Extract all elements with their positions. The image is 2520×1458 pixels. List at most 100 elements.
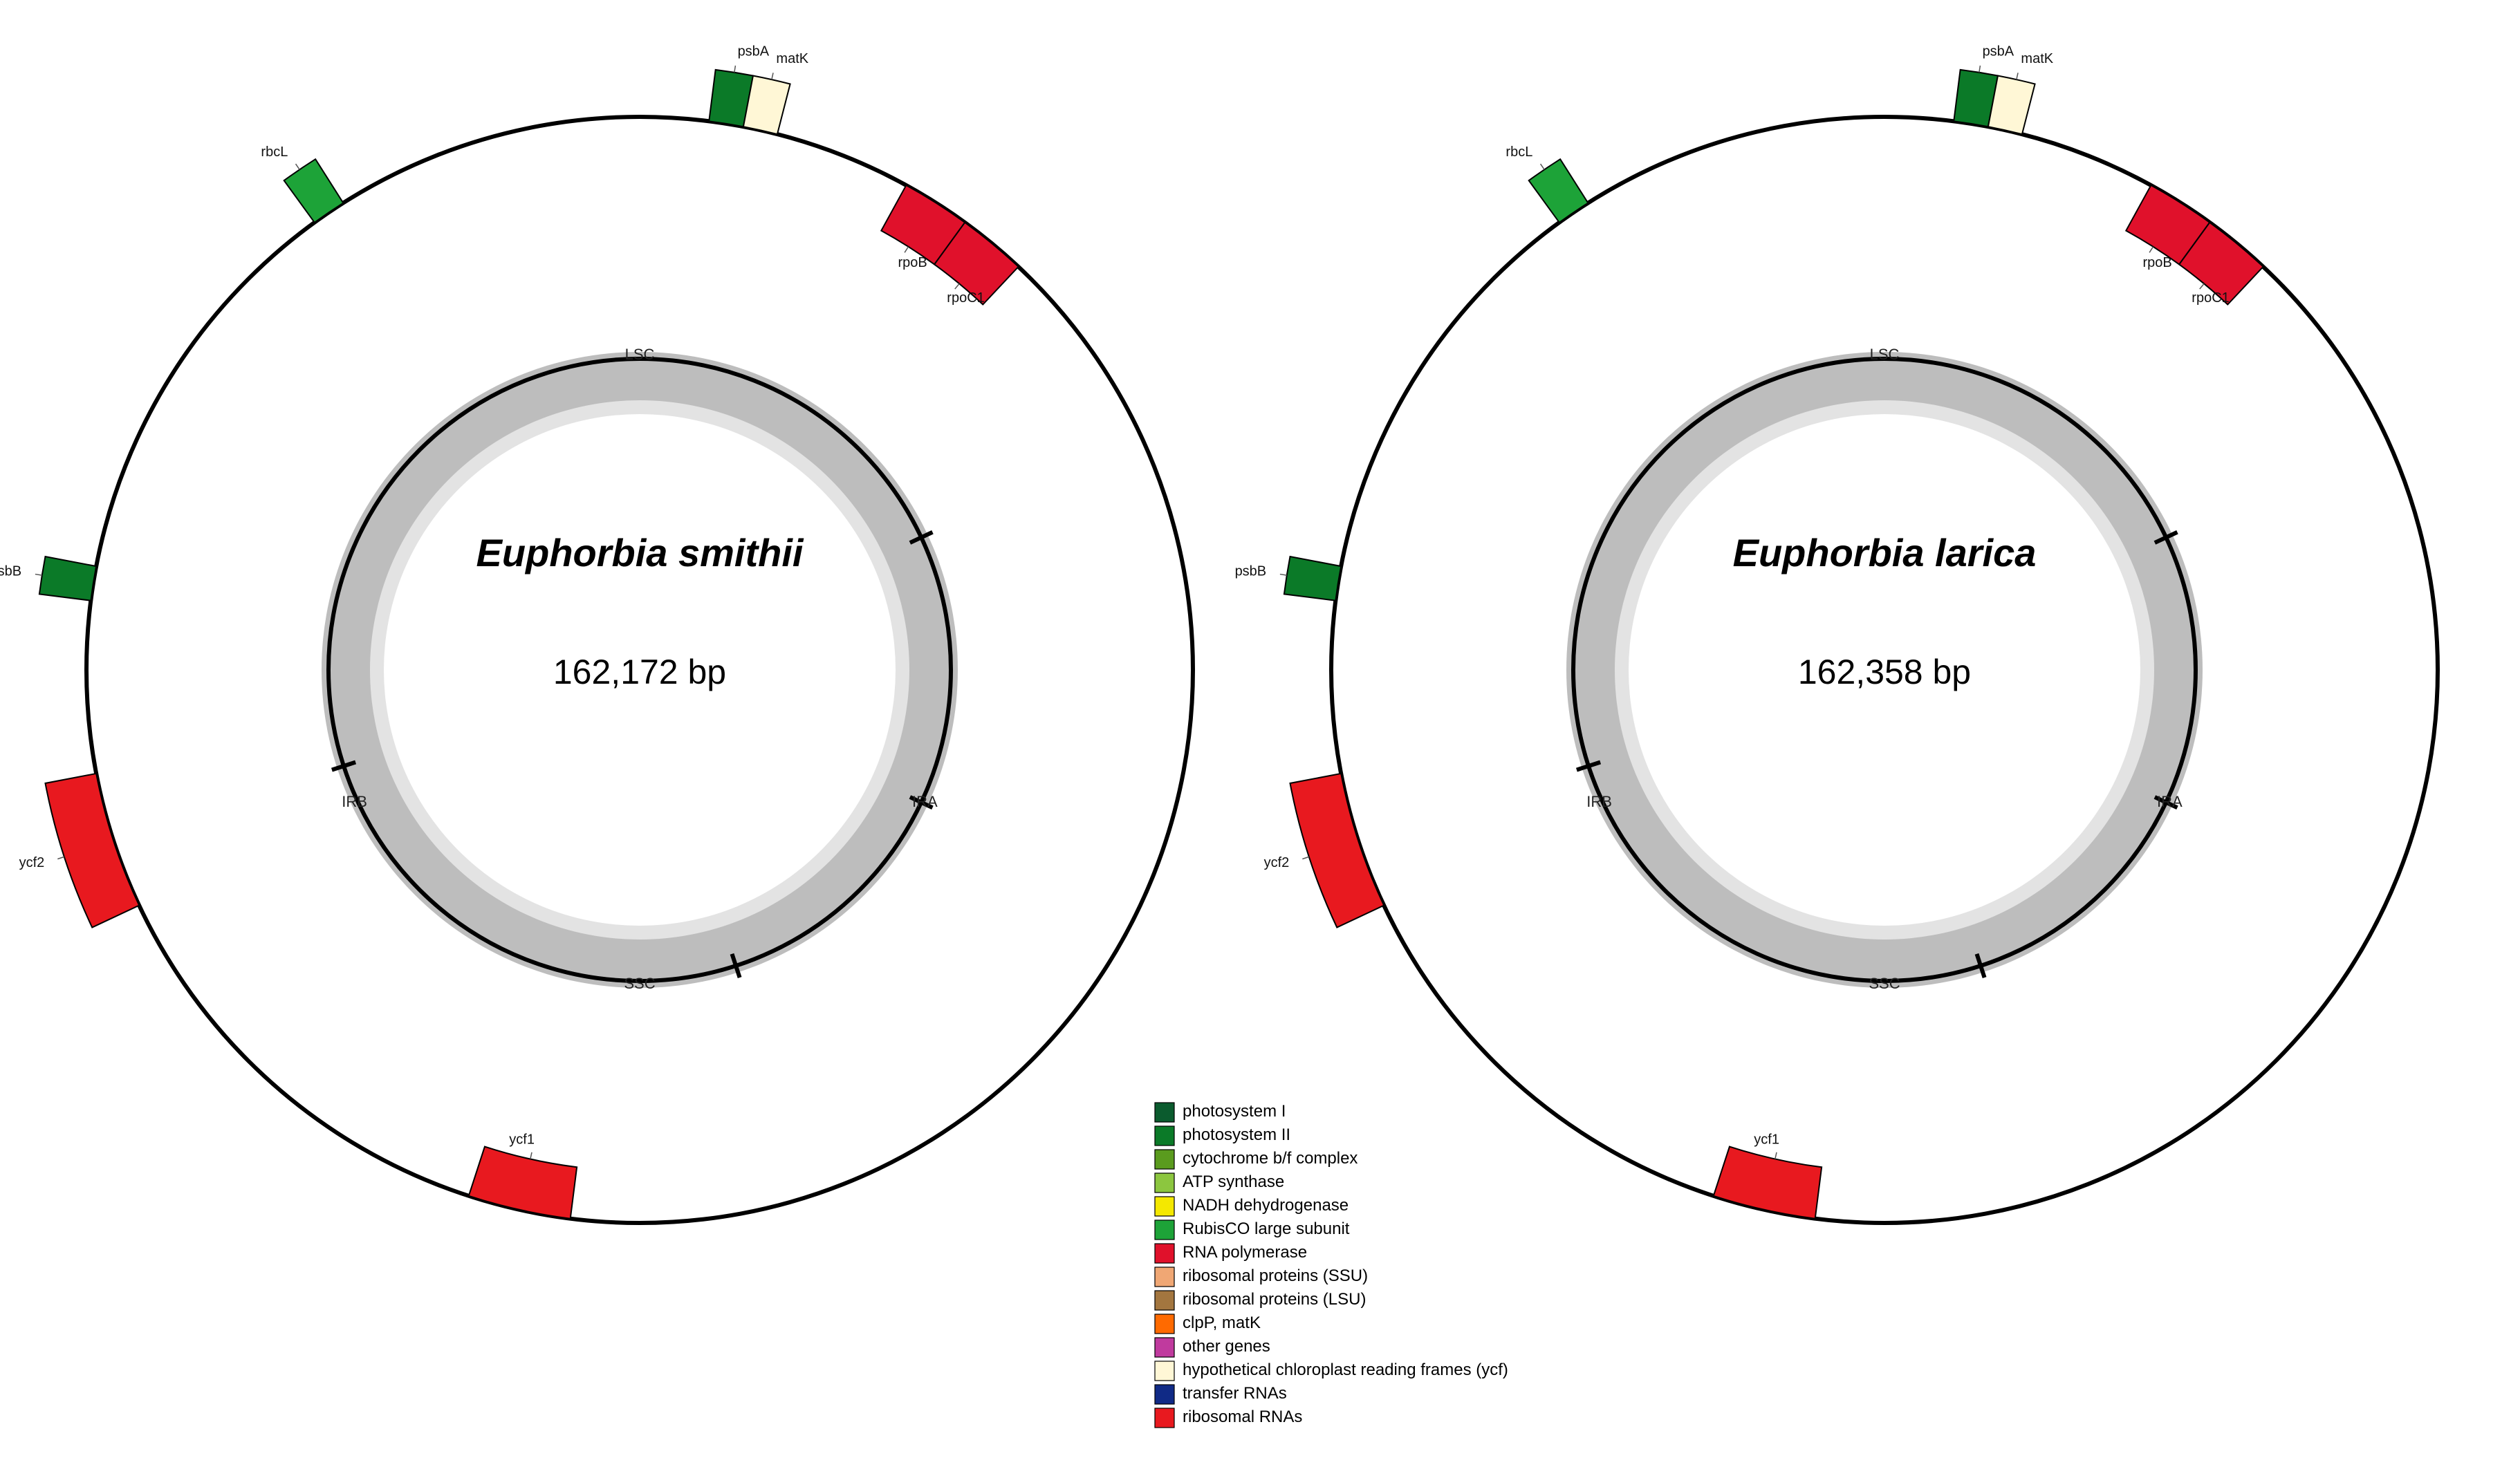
legend-swatch <box>1154 1102 1175 1123</box>
region-ssc: SSC <box>624 975 655 992</box>
legend-label: RubisCO large subunit <box>1183 1219 1350 1238</box>
gene-leader-psbB <box>35 573 42 576</box>
gene-label-rpoB: rpoB <box>898 255 927 270</box>
region-circle <box>326 357 953 983</box>
species-title: Euphorbia larica <box>1733 531 2037 574</box>
gene-label-rpoC1: rpoC1 <box>947 290 984 306</box>
legend-label: hypothetical chloroplast reading frames … <box>1183 1361 1508 1379</box>
gene-leader-rpoB <box>2149 246 2154 253</box>
gene-leader-matK <box>771 73 774 80</box>
legend-label: transfer RNAs <box>1183 1384 1287 1403</box>
center-fill <box>384 414 896 926</box>
gene-leader-psbB <box>1279 573 1287 576</box>
gene-label-rbcL: rbcL <box>1505 144 1532 160</box>
gene-label-psbB: psbB <box>1235 564 1267 579</box>
region-lsc: LSC <box>1870 346 1900 363</box>
gene-leader-ycf2 <box>57 856 65 860</box>
gene-label-rpoB: rpoB <box>2142 255 2171 270</box>
genome-size: 162,358 bp <box>1798 653 1971 691</box>
junction-tick-0 <box>2153 530 2178 545</box>
legend-label: photosystem I <box>1183 1102 1286 1121</box>
gene-label-rpoC1: rpoC1 <box>2192 290 2229 306</box>
legend-swatch <box>1154 1290 1175 1311</box>
region-irb: IRB <box>1586 793 1612 810</box>
gene-leader-ycf2 <box>1302 856 1310 860</box>
legend-swatch <box>1154 1172 1175 1193</box>
gene-label-matK: matK <box>2021 51 2053 66</box>
gene-label-matK: matK <box>776 51 808 66</box>
legend-label: other genes <box>1183 1337 1270 1356</box>
legend-swatch <box>1154 1219 1175 1240</box>
gene-label-psbA: psbA <box>1983 44 2014 59</box>
legend-label: photosystem II <box>1183 1125 1290 1144</box>
legend-label: cytochrome b/f complex <box>1183 1149 1358 1168</box>
region-ira: IRA <box>2157 793 2183 810</box>
genome-map-euphorbia-larica: LSC IRB SSC IRA psbA matK rbcL psbB ycf1 rpoB rpoC… <box>1235 44 2440 1225</box>
gene-leader-matK <box>2016 73 2019 80</box>
region-irb: IRB <box>342 793 367 810</box>
gene-leader-rpoC1 <box>2199 283 2205 290</box>
gene-label-psbB: psbB <box>0 564 21 579</box>
legend-swatch <box>1154 1337 1175 1358</box>
center-fill <box>1629 414 2140 926</box>
gene-leader-psbA <box>734 65 736 73</box>
junction-tick-2 <box>730 953 742 979</box>
genome-map-euphorbia-smithii: LSC IRB SSC IRA psbA matK rbcL psbB ycf1 rpoB rpoC… <box>0 44 1195 1225</box>
gene-block-psbB <box>38 555 98 601</box>
legend-label: RNA polymerase <box>1183 1243 1307 1262</box>
legend-label: ribosomal proteins (LSU) <box>1183 1290 1366 1309</box>
legend-swatch <box>1154 1408 1175 1428</box>
legend-swatch <box>1154 1125 1175 1146</box>
legend-label: clpP, matK <box>1183 1314 1261 1332</box>
legend-label: ATP synthase <box>1183 1172 1284 1191</box>
gene-block-rpoC1 <box>933 221 1020 306</box>
legend-swatch <box>1154 1267 1175 1287</box>
gene-label-psbA: psbA <box>738 44 770 59</box>
region-ssc: SSC <box>1869 975 1900 992</box>
gene-label-ycf1: ycf1 <box>1754 1132 1779 1147</box>
gene-leader-psbA <box>1979 65 1981 73</box>
gene-block-rpoC1 <box>2178 221 2265 306</box>
gene-block-rbcL <box>283 158 344 224</box>
gene-leader-rpoB <box>904 246 909 253</box>
legend-swatch <box>1154 1314 1175 1334</box>
legend-swatch <box>1154 1243 1175 1264</box>
genome-size: 162,172 bp <box>553 653 726 691</box>
gene-leader-ycf1 <box>530 1152 532 1159</box>
gene-label-ycf1: ycf1 <box>509 1132 535 1147</box>
gene-block-matK <box>1987 75 2036 135</box>
gene-leader-rbcL <box>295 163 300 170</box>
gene-leader-rbcL <box>1539 163 1545 170</box>
legend-swatch <box>1154 1361 1175 1381</box>
gene-block-psbB <box>1283 555 1342 601</box>
gene-block-ycf1 <box>1712 1146 1823 1219</box>
legend-label: ribosomal RNAs <box>1183 1408 1302 1426</box>
gene-leader-rpoC1 <box>954 283 960 290</box>
gene-leader-ycf1 <box>1775 1152 1777 1159</box>
region-lsc: LSC <box>625 346 655 363</box>
region-ira: IRA <box>912 793 938 810</box>
gene-block-matK <box>742 75 791 135</box>
junction-tick-3 <box>331 760 357 772</box>
region-circle <box>1571 357 2198 983</box>
legend-label: NADH dehydrogenase <box>1183 1196 1349 1215</box>
species-title: Euphorbia smithii <box>476 531 804 574</box>
legend-label: ribosomal proteins (SSU) <box>1183 1267 1368 1285</box>
gene-label-ycf2: ycf2 <box>1264 855 1290 870</box>
legend-swatch <box>1154 1149 1175 1170</box>
junction-tick-0 <box>909 530 934 545</box>
junction-tick-3 <box>1575 760 1602 772</box>
junction-tick-1 <box>2153 795 2178 810</box>
gene-block-ycf1 <box>467 1146 578 1219</box>
junction-tick-2 <box>1974 953 1987 979</box>
legend-swatch <box>1154 1384 1175 1405</box>
gene-label-ycf2: ycf2 <box>19 855 45 870</box>
legend: photosystem I photosystem II cytochrome b/… <box>1154 1102 1508 1428</box>
gene-block-rbcL <box>1528 158 1589 224</box>
gene-label-rbcL: rbcL <box>261 144 288 160</box>
legend-swatch <box>1154 1196 1175 1217</box>
genome-circle <box>1329 115 2440 1225</box>
gene-block-ycf2 <box>1289 772 1385 928</box>
gene-block-ycf2 <box>44 772 140 928</box>
